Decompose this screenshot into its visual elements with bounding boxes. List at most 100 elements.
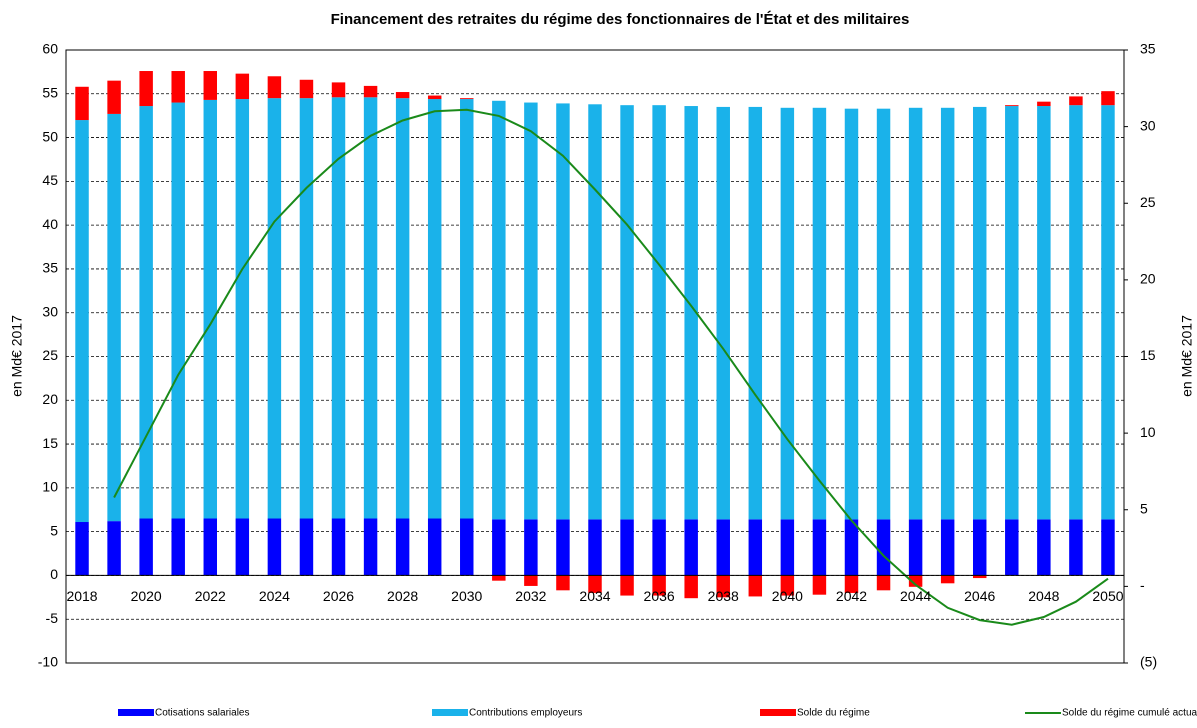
bar-segment: [139, 106, 153, 519]
legend-label: Contributions employeurs: [469, 708, 582, 719]
x-tick-label: 2022: [195, 588, 226, 604]
y2-tick-label: 15: [1140, 347, 1156, 363]
bar-segment: [588, 575, 602, 593]
bar-segment: [844, 575, 859, 593]
bar-segment: [908, 107, 923, 520]
bar-segment: [1101, 91, 1115, 106]
bar-segment: [235, 518, 250, 576]
bar-segment: [107, 113, 121, 522]
bar-segment: [203, 518, 218, 576]
bar-segment: [940, 575, 955, 584]
bar-segment: [1101, 519, 1115, 576]
bar-segment: [492, 575, 506, 581]
bar-segment: [652, 575, 666, 596]
y2-tick-label: -: [1140, 577, 1145, 593]
bar-segment: [652, 519, 666, 576]
bar-segment: [812, 575, 827, 595]
bar-segment: [780, 575, 795, 596]
bar-segment: [620, 519, 634, 576]
y-tick-label: 55: [42, 84, 58, 100]
bar-segment: [684, 575, 698, 599]
bar-segment: [972, 519, 987, 576]
y-tick-label: 50: [42, 128, 58, 144]
bar-segment: [588, 519, 602, 576]
bar-segment: [684, 519, 698, 576]
bar-segment: [524, 102, 538, 520]
y-tick-label: 10: [42, 479, 58, 495]
bar-segment: [1069, 519, 1083, 576]
bar-segment: [267, 98, 282, 519]
bar-segment: [972, 106, 987, 520]
bar-segment: [139, 518, 153, 576]
y-tick-label: 20: [42, 391, 58, 407]
bar-segment: [524, 575, 538, 586]
x-tick-label: 2044: [900, 588, 931, 604]
y-tick-label: 5: [50, 522, 58, 538]
bar-segment: [75, 522, 89, 576]
bar-segment: [171, 102, 185, 519]
y2-tick-label: 5: [1140, 500, 1148, 516]
y-tick-label: 45: [42, 172, 58, 188]
legend-label: Cotisations salariales: [155, 708, 250, 719]
x-tick-label: 2030: [451, 588, 482, 604]
bar-segment: [716, 106, 730, 520]
bar-segment: [171, 71, 185, 103]
bar-segment: [460, 98, 474, 100]
bar-segment: [556, 103, 570, 520]
bar-segment: [844, 519, 859, 576]
bar-segment: [1069, 105, 1083, 520]
chart-title: Financement des retraites du régime des …: [331, 11, 910, 28]
y-tick-label: 35: [42, 260, 58, 276]
x-tick-label: 2034: [579, 588, 610, 604]
y2-tick-label: 25: [1140, 194, 1156, 210]
legend-swatch: [432, 709, 468, 716]
bar-segment: [363, 97, 378, 519]
bar-segment: [139, 71, 153, 107]
bar-segment: [780, 519, 795, 576]
x-tick-label: 2032: [515, 588, 546, 604]
y-tick-label: 40: [42, 216, 58, 232]
bar-segment: [1069, 96, 1083, 106]
y-tick-label: 60: [42, 41, 58, 57]
y-tick-label: 25: [42, 347, 58, 363]
bar-segment: [620, 105, 634, 520]
x-tick-label: 2026: [323, 588, 354, 604]
y2-tick-label: 30: [1140, 117, 1156, 133]
x-tick-label: 2046: [964, 588, 995, 604]
bar-segment: [972, 575, 987, 579]
bar-segment: [75, 86, 89, 121]
bar-segment: [588, 104, 602, 520]
bar-segment: [492, 519, 506, 576]
bar-segment: [524, 519, 538, 576]
bar-segment: [908, 519, 923, 576]
bar-segment: [363, 85, 378, 98]
bar-segment: [427, 95, 442, 100]
line: [113, 108, 1109, 626]
bar-segment: [1037, 106, 1051, 520]
bar-segment: [652, 105, 666, 520]
x-tick-label: 2050: [1092, 588, 1123, 604]
bar-segment: [876, 575, 891, 591]
bar-segment: [75, 120, 89, 523]
bar-segment: [267, 76, 282, 99]
bar-segment: [1037, 519, 1051, 576]
bar-segment: [171, 518, 185, 576]
bar-segment: [620, 575, 634, 596]
bar-segment: [299, 98, 314, 519]
y2-axis-label: en Md€ 2017: [1179, 315, 1195, 397]
x-tick-label: 2040: [772, 588, 803, 604]
x-tick-label: 2042: [836, 588, 867, 604]
bar-segment: [299, 518, 314, 576]
x-tick-label: 2020: [131, 588, 162, 604]
legend-label: Solde du régime cumulé actualisé (échell…: [1062, 708, 1197, 719]
bar-segment: [940, 519, 955, 576]
bar-segment: [203, 99, 218, 519]
x-tick-label: 2036: [644, 588, 675, 604]
bar-segment: [876, 108, 891, 520]
bar-segment: [235, 99, 250, 519]
bar-segment: [203, 71, 218, 100]
y-tick-label: -10: [38, 654, 58, 670]
plot-border: [65, 49, 1125, 664]
bar-segment: [748, 106, 763, 520]
bar-segment: [331, 518, 346, 576]
